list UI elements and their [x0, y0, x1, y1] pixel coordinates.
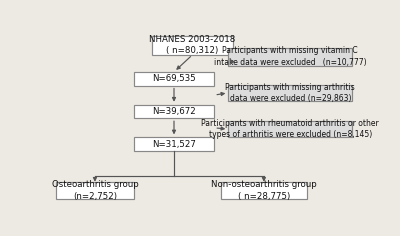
Text: N=31,527: N=31,527 — [152, 140, 196, 149]
Text: Participants with missing vitamin C
intake data were excluded   (n=10,777): Participants with missing vitamin C inta… — [214, 46, 366, 67]
Text: Osteoarthritis group
(n=2,752): Osteoarthritis group (n=2,752) — [52, 180, 138, 201]
FancyBboxPatch shape — [220, 182, 307, 199]
Text: N=69,535: N=69,535 — [152, 74, 196, 83]
FancyBboxPatch shape — [134, 137, 214, 151]
Text: N=39,672: N=39,672 — [152, 107, 196, 116]
FancyBboxPatch shape — [152, 36, 233, 55]
FancyBboxPatch shape — [56, 182, 134, 199]
FancyBboxPatch shape — [134, 105, 214, 118]
Text: Participants with rheumatoid arthritis or other
types of arthritis were excluded: Participants with rheumatoid arthritis o… — [201, 119, 379, 139]
FancyBboxPatch shape — [228, 48, 352, 66]
Text: Non-osteoarthritis group
( n=28,775): Non-osteoarthritis group ( n=28,775) — [211, 180, 317, 201]
FancyBboxPatch shape — [134, 72, 214, 86]
FancyBboxPatch shape — [228, 85, 352, 101]
Text: Participants with missing arthritis
data were excluded (n=29,863): Participants with missing arthritis data… — [225, 83, 355, 103]
Text: NHANES 2003-2018
( n=80,312): NHANES 2003-2018 ( n=80,312) — [150, 35, 236, 55]
FancyBboxPatch shape — [228, 121, 352, 137]
